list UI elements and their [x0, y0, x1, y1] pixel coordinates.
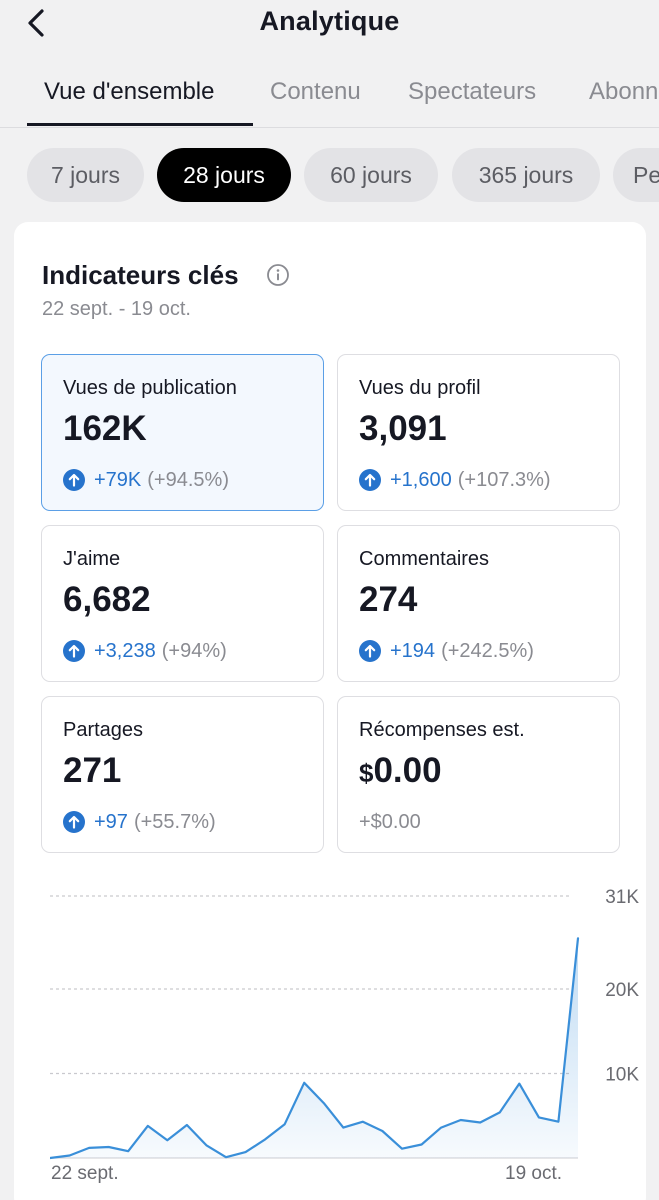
metric-change-value: +3,238: [94, 639, 156, 662]
series-area: [50, 938, 578, 1158]
metric-label: Récompenses est.: [359, 719, 525, 741]
metric-change-value: +1,600: [390, 468, 452, 491]
info-icon[interactable]: [266, 263, 290, 287]
metric-change-percent: (+94.5%): [147, 468, 229, 491]
metric-label: Partages: [63, 719, 144, 741]
metric-change: +3,238 (+94%): [63, 638, 227, 664]
metric-label: J'aime: [63, 548, 121, 570]
metric-change-percent: (+55.7%): [133, 810, 216, 833]
metric-change: +194 (+242.5%): [359, 638, 534, 664]
metric-value: 271: [63, 751, 122, 790]
metric-estimated-rewards[interactable]: Récompenses est. $0.00 +$0.00: [337, 696, 620, 853]
period-chip-60-days[interactable]: 60 jours: [304, 148, 438, 202]
x-axis-label-end: 19 oct.: [505, 1163, 563, 1184]
metric-label: Vues de publication: [63, 377, 237, 399]
metric-comments[interactable]: Commentaires 274 +194 (+242.5%): [337, 525, 620, 682]
tab-content[interactable]: Contenu: [270, 78, 361, 105]
period-chip-28-days[interactable]: 28 jours: [157, 148, 291, 202]
arrow-up-icon: [359, 640, 381, 662]
metric-post-views[interactable]: Vues de publication 162K +79K (+94.5%): [41, 354, 324, 511]
key-metrics-card: Indicateurs clés 22 sept. - 19 oct. Vues…: [14, 222, 646, 1200]
metric-value: 3,091: [359, 409, 447, 448]
metric-label: Vues du profil: [359, 377, 481, 399]
metric-value: $0.00: [359, 751, 442, 791]
tab-viewers[interactable]: Spectateurs: [408, 78, 537, 105]
metric-change-percent: (+107.3%): [457, 468, 551, 491]
post-views-chart: 31K 20K 10K: [50, 887, 639, 1160]
y-axis-tick-label: 31K: [605, 887, 639, 908]
metric-change-value: +$0.00: [359, 810, 421, 833]
period-chip-365-days[interactable]: 365 jours: [452, 148, 600, 202]
top-bar: Analytique: [0, 0, 659, 52]
arrow-up-icon: [63, 811, 85, 833]
metric-change: +$0.00: [359, 809, 421, 835]
arrow-up-icon: [63, 469, 85, 491]
date-range: 22 sept. - 19 oct.: [42, 298, 191, 320]
metric-value: 6,682: [63, 580, 151, 619]
metric-profile-views[interactable]: Vues du profil 3,091 +1,600 (+107.3%): [337, 354, 620, 511]
active-tab-indicator: [27, 123, 253, 126]
currency-symbol: $: [359, 758, 374, 788]
metric-value: 274: [359, 580, 418, 619]
arrow-up-icon: [359, 469, 381, 491]
metric-change-value: +97: [94, 810, 128, 833]
metric-change-value: +79K: [94, 468, 142, 491]
metric-shares[interactable]: Partages 271 +97 (+55.7%): [41, 696, 324, 853]
metric-change: +97 (+55.7%): [63, 809, 216, 835]
metric-change-percent: (+242.5%): [441, 639, 534, 662]
metric-change: +79K (+94.5%): [63, 467, 229, 493]
metric-change: +1,600 (+107.3%): [359, 467, 551, 493]
y-axis-tick-label: 10K: [605, 1064, 639, 1085]
metric-change-value: +194: [390, 639, 436, 662]
page-title: Analytique: [259, 6, 400, 36]
tab-bar: Vue d'ensemble Contenu Spectateurs Abonn…: [0, 66, 659, 128]
period-chip-7-days[interactable]: 7 jours: [27, 148, 144, 202]
series-line: [50, 937, 580, 1160]
x-axis-label-start: 22 sept.: [51, 1163, 119, 1184]
tab-followers[interactable]: Abonnés: [589, 78, 659, 105]
period-chip-custom[interactable]: Personnalisé: [613, 148, 659, 202]
tab-overview[interactable]: Vue d'ensemble: [44, 78, 215, 105]
metric-likes[interactable]: J'aime 6,682 +3,238 (+94%): [41, 525, 324, 682]
metric-label: Commentaires: [359, 548, 490, 570]
metric-value: 162K: [63, 409, 147, 448]
metric-amount: 0.00: [373, 751, 442, 790]
arrow-up-icon: [63, 640, 85, 662]
metric-change-percent: (+94%): [161, 639, 227, 662]
chevron-left-icon[interactable]: [22, 8, 52, 38]
section-title: Indicateurs clés: [42, 260, 239, 290]
period-selector: 7 jours 28 jours 60 jours 365 jours Pers…: [0, 148, 659, 202]
y-axis-tick-label: 20K: [605, 980, 639, 1001]
